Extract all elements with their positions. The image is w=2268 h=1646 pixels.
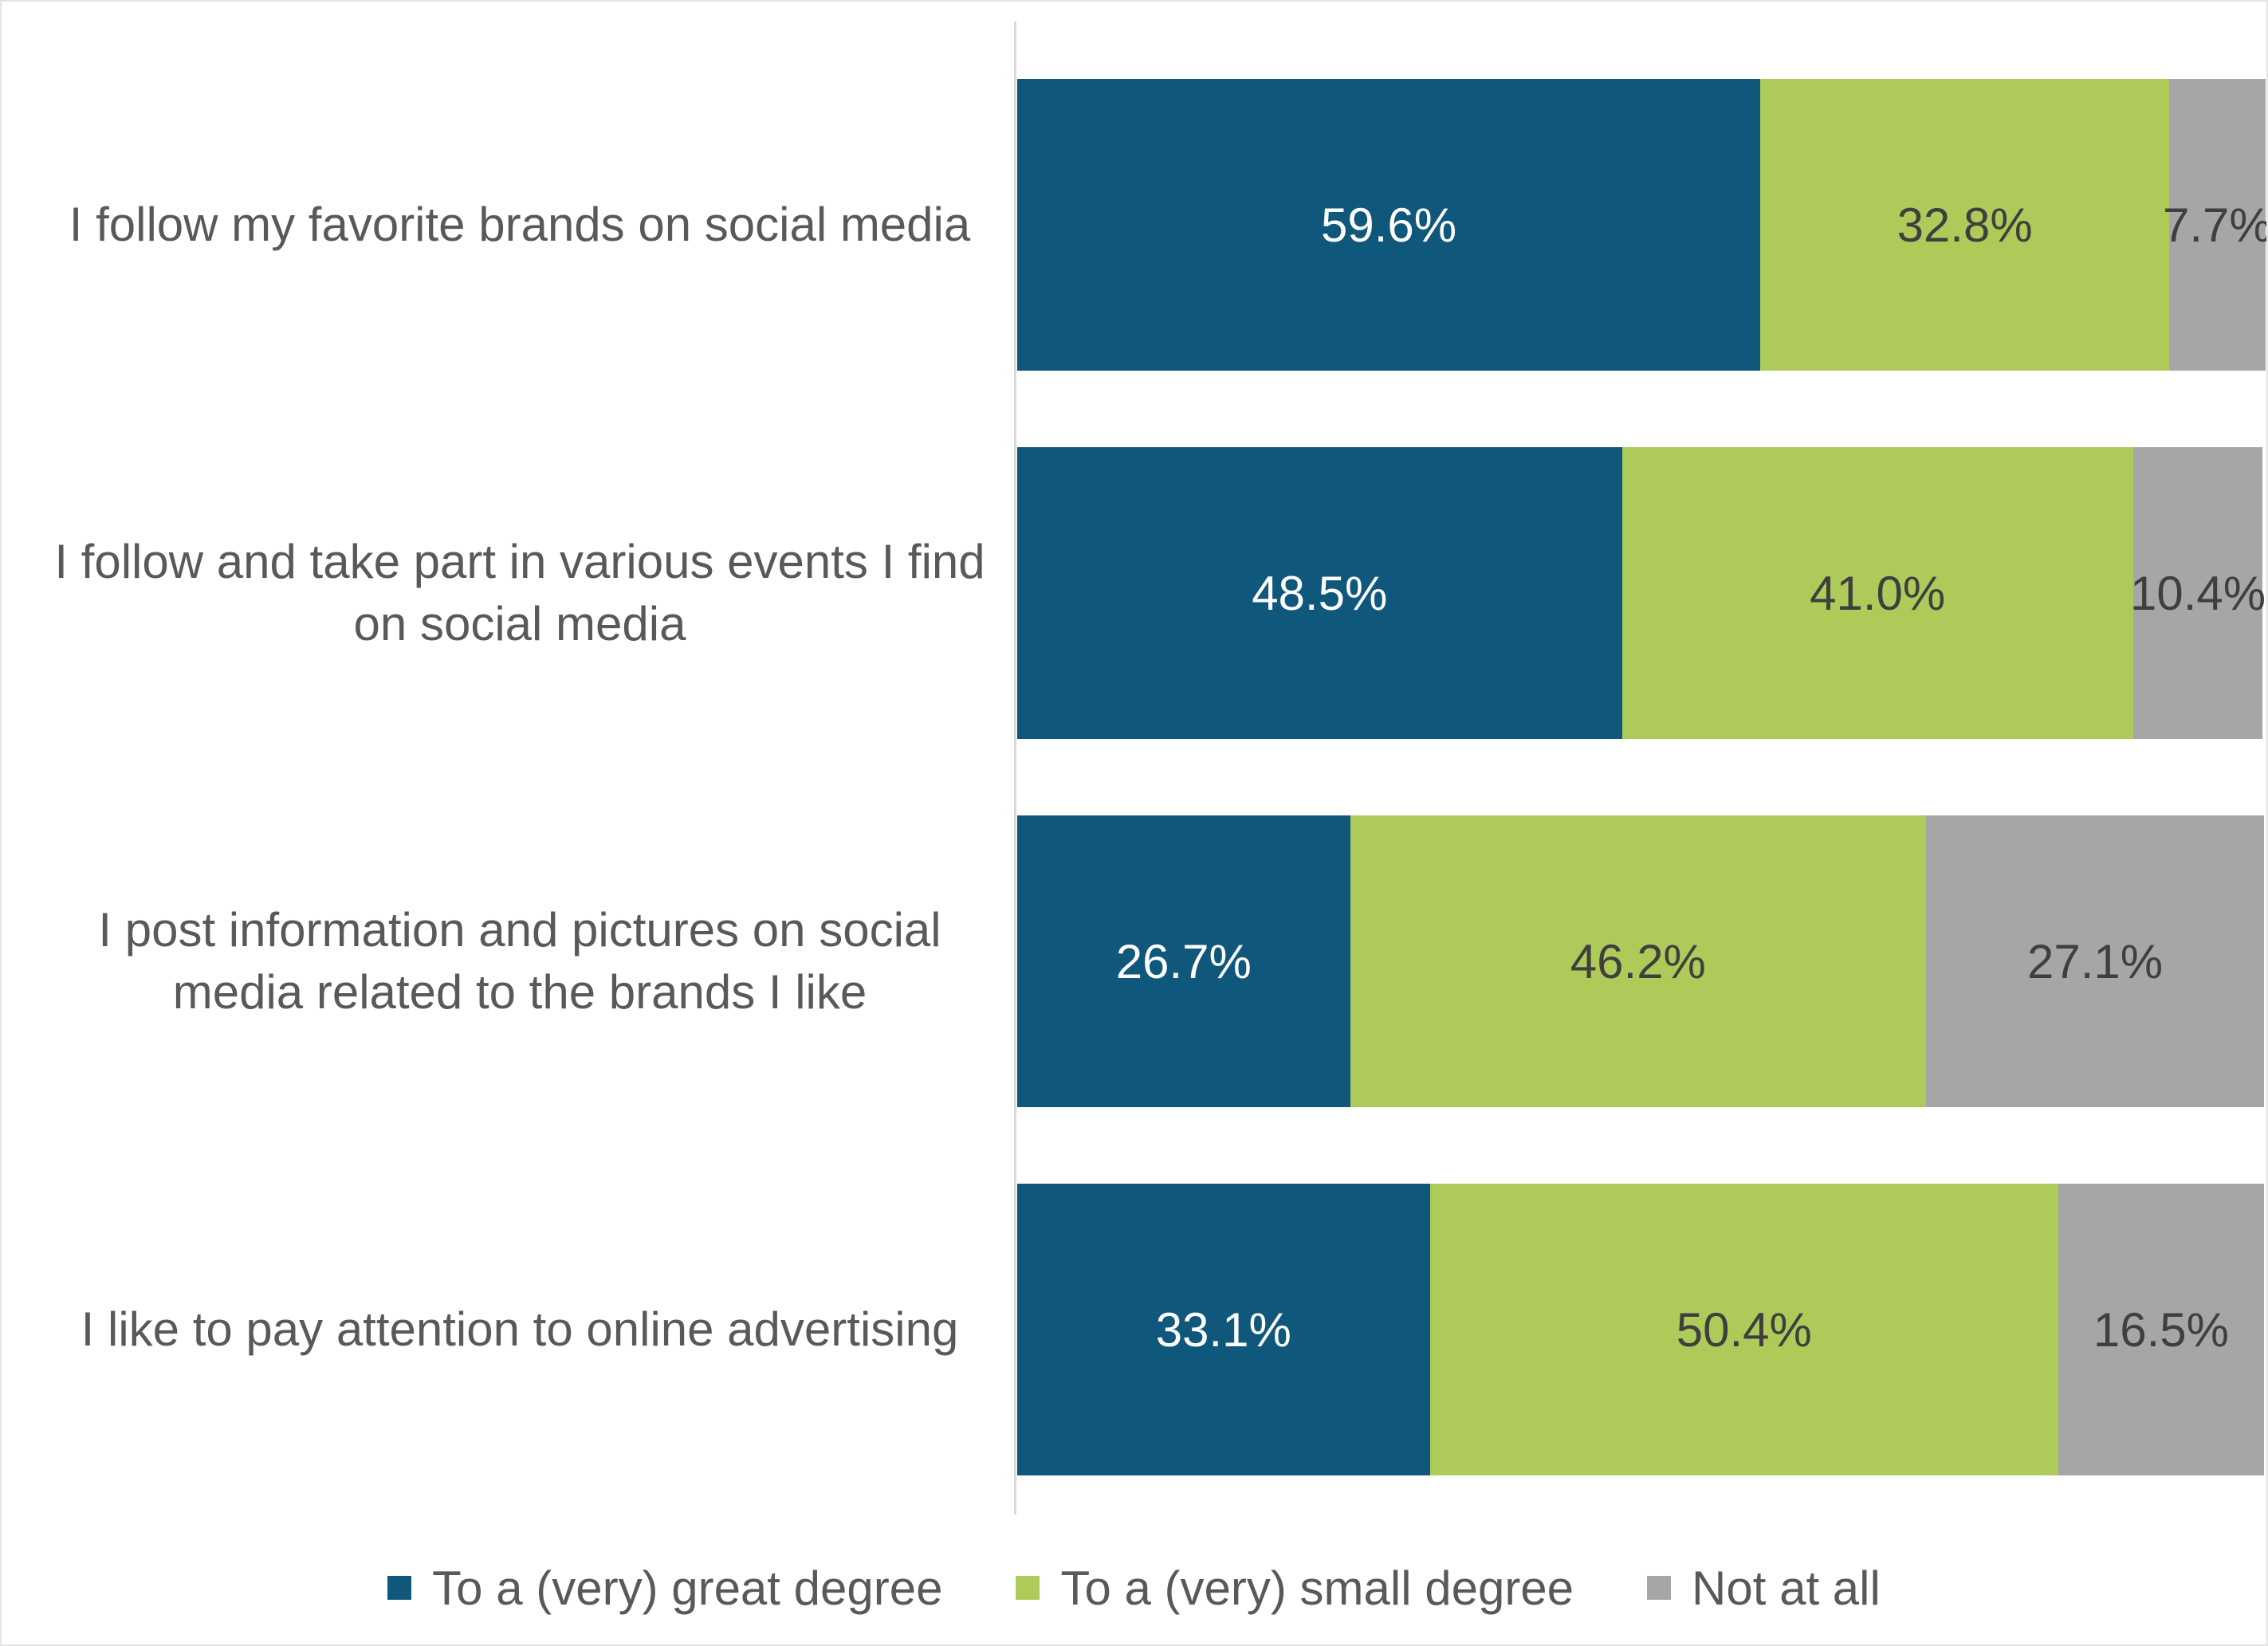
data-label: 46.2%: [1570, 934, 1706, 988]
data-label: 33.1%: [1155, 1302, 1291, 1357]
bar-row: 26.7% 46.2% 27.1%: [1017, 815, 2264, 1107]
bar-row: 48.5% 41.0% 10.4%: [1017, 447, 2266, 739]
bar-segment: 46.2%: [1350, 815, 1927, 1107]
legend: To a (very) great degree To a (very) sma…: [2, 1540, 2266, 1636]
bar-segment: 27.1%: [1926, 815, 2264, 1107]
legend-label: To a (very) great degree: [432, 1561, 943, 1615]
bar-row: 33.1% 50.4% 16.5%: [1017, 1184, 2264, 1475]
legend-item-not-at-all: Not at all: [1647, 1561, 1881, 1616]
data-label: 10.4%: [2130, 566, 2266, 620]
data-label: 7.7%: [2162, 198, 2268, 252]
bar-segment: 50.4%: [1429, 1184, 2058, 1475]
bar-segment: 32.8%: [1760, 79, 2170, 371]
data-label: 26.7%: [1115, 934, 1252, 988]
legend-swatch: [387, 1576, 412, 1600]
bar-segment: 16.5%: [2058, 1184, 2264, 1475]
bar-row: 59.6% 32.8% 7.7%: [1017, 79, 2266, 371]
bar-segment: 48.5%: [1017, 447, 1622, 739]
data-label: 48.5%: [1252, 566, 1388, 620]
bar-segment: 10.4%: [2130, 447, 2266, 739]
legend-swatch: [1016, 1576, 1040, 1600]
category-label: I post information and pictures on socia…: [98, 903, 941, 1019]
data-label: 41.0%: [1810, 566, 1946, 620]
legend-item-great-degree: To a (very) great degree: [387, 1561, 942, 1616]
legend-label: To a (very) small degree: [1060, 1561, 1574, 1615]
legend-label: Not at all: [1692, 1561, 1881, 1615]
bar-segment: 26.7%: [1017, 815, 1350, 1107]
bar-segment: 41.0%: [1621, 447, 2133, 739]
category-label: I like to pay attention to online advert…: [81, 1302, 959, 1356]
data-label: 32.8%: [1897, 198, 2033, 252]
data-label: 27.1%: [2026, 934, 2164, 988]
category-axis-line: [1014, 22, 1016, 1514]
bar-segment: 7.7%: [2163, 79, 2266, 371]
data-label: 59.6%: [1321, 198, 1457, 252]
legend-swatch: [1647, 1576, 1672, 1600]
bar-segment: 59.6%: [1017, 79, 1761, 371]
category-label: I follow my favorite brands on social me…: [69, 198, 971, 251]
legend-item-small-degree: To a (very) small degree: [1016, 1561, 1574, 1616]
bar-segment: 33.1%: [1017, 1184, 1430, 1475]
category-label: I follow and take part in various events…: [54, 535, 985, 650]
data-label: 16.5%: [2093, 1302, 2230, 1357]
data-label: 50.4%: [1676, 1302, 1812, 1357]
